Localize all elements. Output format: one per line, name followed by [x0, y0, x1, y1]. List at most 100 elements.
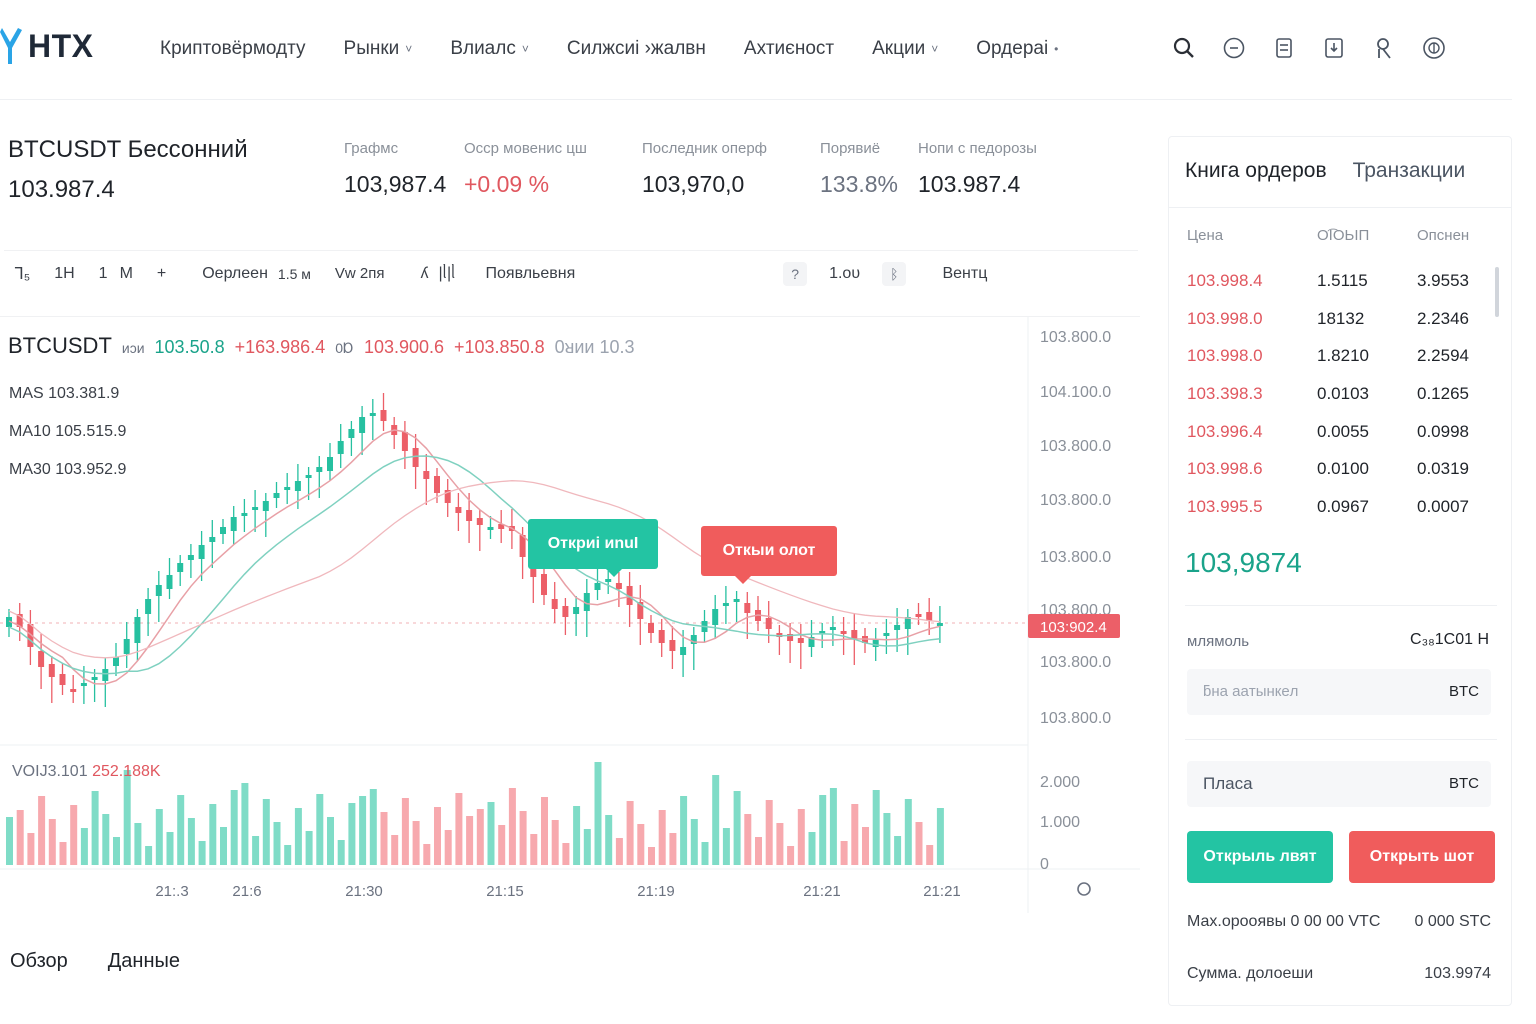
wallet-icon[interactable]: [1270, 34, 1298, 62]
candle-body: [722, 603, 729, 606]
tb-drawing[interactable]: ᒣ₅: [14, 265, 31, 283]
nav-label: Ордераі: [976, 38, 1049, 59]
tab-orderbook[interactable]: Книга ордеров: [1185, 159, 1327, 182]
open-short-marker[interactable]: Откыи олот: [701, 526, 837, 584]
user-icon[interactable]: [1370, 34, 1398, 62]
nav-item-trade[interactable]: Влиалс ˅: [450, 38, 529, 60]
tb-candles[interactable]: |ᥣ|ᥣ: [438, 264, 456, 282]
order-mode-value[interactable]: С₃₈1С01 Н: [1410, 631, 1489, 648]
orderbook-row[interactable]: 103.995.5 0.0967 0.0007: [1187, 497, 1477, 527]
candle-body: [733, 599, 740, 602]
open-short-button[interactable]: Открыть шот: [1349, 831, 1495, 883]
volume-bar: [498, 825, 506, 865]
tb-help[interactable]: ?: [783, 261, 808, 286]
globe-icon[interactable]: [1420, 34, 1448, 62]
htx-logo[interactable]: HTX: [0, 26, 94, 66]
ma5-label: MAS 103.381.9: [9, 385, 120, 402]
volume-bar: [626, 801, 634, 865]
volume-label: VOIJ3.101: [12, 763, 88, 780]
tb-depth[interactable]: Оерлеен: [202, 264, 268, 282]
search-icon[interactable]: [1170, 34, 1198, 62]
tb-venture[interactable]: Вентц: [942, 264, 988, 282]
volume-bar: [466, 816, 474, 865]
volume-bar: [872, 790, 880, 865]
volume-bar: [583, 829, 591, 865]
candle-body: [626, 586, 633, 605]
open-long-marker[interactable]: Откриі ᴎnuI: [528, 519, 658, 577]
chevron-down-icon: ˅: [405, 42, 413, 56]
orderbook-row[interactable]: 103.998.0 1.8210 2.2594: [1187, 346, 1477, 376]
amount-input[interactable]: Пласа BTC: [1187, 761, 1491, 807]
stat-index: Нопи с педорозы 103.987.4: [918, 140, 1037, 198]
pair-name[interactable]: BTCUSDT Бессонний: [8, 136, 248, 163]
ob-price: 103.398.3: [1187, 384, 1263, 403]
nav-item-futures[interactable]: Силжсиі ›жалвн: [567, 38, 706, 60]
amount-unit: BTC: [1449, 775, 1479, 792]
candle-body: [423, 471, 430, 479]
ob-amount: 1.8210: [1317, 346, 1369, 365]
tb-indicator[interactable]: ʎ: [420, 264, 429, 282]
candle-body: [541, 574, 547, 595]
tb-interval-m[interactable]: M: [119, 264, 133, 282]
order-mode-label: млямоль: [1187, 633, 1250, 650]
volume-bar: [519, 811, 527, 865]
orderbook-scrollbar[interactable]: [1495, 267, 1499, 317]
max-open-value: 0 000 STC: [1414, 913, 1491, 930]
sum-label: Сумма. долоеши: [1187, 965, 1314, 982]
tb-scale[interactable]: 1.ᴏᴜ: [829, 264, 861, 282]
candle-body: [712, 609, 719, 625]
price-axis-label: 103.800.0: [1040, 492, 1111, 509]
orderbook-row[interactable]: 103.998.0 18132 2.2346: [1187, 309, 1477, 339]
candle-body: [594, 583, 601, 590]
tab-data[interactable]: Данные: [107, 950, 181, 972]
volume-bar: [797, 809, 805, 865]
candle-body: [444, 490, 451, 503]
nav-item-crypto[interactable]: Криптовёрмодту: [160, 38, 306, 60]
nav-label: Рынки: [343, 38, 400, 59]
ohlc-low: 103.900.6: [363, 337, 445, 357]
orderbook-row[interactable]: 103.998.6 0.0100 0.0319: [1187, 459, 1477, 489]
tb-settings[interactable]: ᛒ: [882, 261, 907, 286]
tab-overview[interactable]: Обзор: [10, 950, 68, 972]
panel-tabs: Книга ордеров Транзакции: [1185, 159, 1465, 183]
chat-icon[interactable]: [1220, 34, 1248, 62]
ob-price: 103.998.6: [1187, 459, 1263, 478]
orderbook-row[interactable]: 103.398.3 0.0103 0.1265: [1187, 384, 1477, 414]
volume-bar: [16, 810, 24, 865]
nav-item-promotions[interactable]: Акции ˅: [872, 38, 938, 60]
tb-interval-1[interactable]: 1: [98, 264, 108, 282]
ob-amount: 18132: [1317, 309, 1365, 328]
candle-body: [690, 635, 697, 644]
ob-amount: 0.0967: [1317, 497, 1369, 516]
stat-mark: Последник оперф 103,970,0: [642, 140, 767, 198]
download-icon[interactable]: [1320, 34, 1348, 62]
volume-bar: [91, 791, 99, 865]
candle-body: [519, 535, 526, 557]
price-input[interactable]: ƃнa aaтынкeл BTC: [1187, 669, 1491, 715]
tb-add[interactable]: +: [156, 264, 167, 282]
candle-body: [369, 413, 376, 416]
orderbook-row[interactable]: 103.996.4 0.0055 0.0998: [1187, 422, 1477, 452]
candle-body: [70, 689, 77, 692]
ob-price: 103.998.0: [1187, 309, 1263, 328]
tb-vw[interactable]: Vw 2пя: [334, 265, 385, 282]
volume-bar: [701, 842, 709, 865]
tb-events[interactable]: Появльевня: [485, 264, 576, 282]
candle-body: [6, 617, 12, 627]
candlestick-chart[interactable]: 103.800.0 104.100.0 103.800.0 103.800.0 103.…: [0, 316, 1140, 913]
nav-item-markets[interactable]: Рынки ˅: [344, 38, 413, 60]
tb-interval-1h[interactable]: 1H: [54, 264, 75, 282]
tab-transactions[interactable]: Транзакции: [1352, 159, 1466, 182]
ob-total: 2.2346: [1417, 309, 1469, 328]
nav-item-orders[interactable]: Ордераі •: [976, 38, 1058, 60]
nav-label: Силжсиі ›жалвн: [566, 38, 706, 59]
orderbook-row[interactable]: 103.998.4 1.5115 3.9553: [1187, 271, 1477, 301]
open-long-button[interactable]: Открыль лвят: [1187, 831, 1333, 883]
candle-body: [359, 417, 366, 433]
volume-bar: [102, 814, 110, 865]
volume-bar: [27, 833, 35, 865]
tb-depth-value[interactable]: 1.5 м: [277, 265, 311, 282]
nav-item-activity[interactable]: Ахтиєност: [744, 38, 834, 60]
sum-value: 103.9974: [1424, 965, 1491, 982]
chart-canvas[interactable]: 103.800.0 104.100.0 103.800.0 103.800.0 103.…: [0, 317, 1140, 913]
